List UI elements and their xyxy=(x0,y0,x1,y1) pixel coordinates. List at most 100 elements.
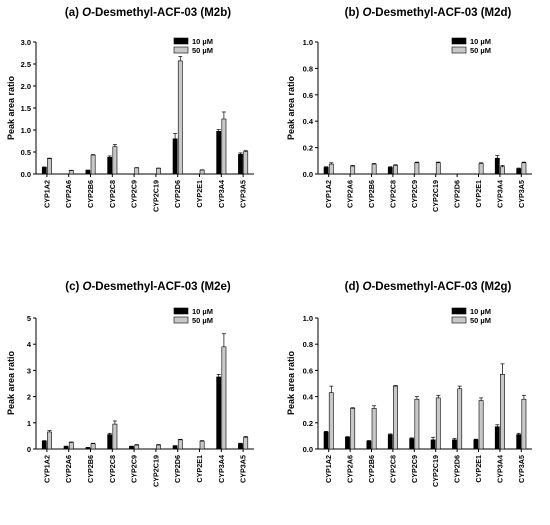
x-tick-label: CYP3A4 xyxy=(495,180,504,208)
x-tick-label: CYP2B6 xyxy=(367,180,376,208)
bar xyxy=(387,167,393,175)
bar xyxy=(107,156,113,175)
x-tick-label: CYP2C8 xyxy=(388,180,397,208)
panel-title-italic: O xyxy=(82,281,91,293)
bar xyxy=(85,170,91,175)
x-tick-label: CYP2C8 xyxy=(108,455,117,483)
x-tick-label: CYP1A2 xyxy=(324,180,333,208)
y-tick-label: 0.8 xyxy=(303,340,313,349)
bar xyxy=(371,408,377,450)
y-tick-label: 0.5 xyxy=(21,148,31,157)
x-tick-label: CYP2A6 xyxy=(64,455,73,483)
bar xyxy=(452,439,457,450)
legend-label: 10 µM xyxy=(192,307,213,316)
y-tick-label: 0.2 xyxy=(303,419,313,428)
bar xyxy=(199,169,205,175)
bar xyxy=(221,118,227,175)
bar xyxy=(134,167,140,175)
x-tick-label: CYP2C8 xyxy=(108,180,117,208)
x-tick-label: CYP3A4 xyxy=(217,180,226,208)
bar xyxy=(371,163,377,175)
panel-title-italic: O xyxy=(82,7,91,19)
bar xyxy=(238,153,243,175)
panel-title: (c) O-Desmethyl-ACF-03 (M2e) xyxy=(65,281,231,293)
bar xyxy=(323,167,329,175)
bar xyxy=(366,440,372,450)
y-tick-label: 0.4 xyxy=(303,393,314,402)
legend-label: 50 µM xyxy=(192,46,213,55)
bar xyxy=(47,158,52,175)
x-tick-label: CYP3A4 xyxy=(217,455,226,483)
x-tick-label: CYP2C19 xyxy=(151,180,160,212)
bar xyxy=(216,131,222,175)
bar xyxy=(156,167,161,175)
bar xyxy=(521,398,527,450)
panel-title: (d) O-Desmethyl-ACF-03 (M2g) xyxy=(345,281,512,293)
bar xyxy=(243,151,249,175)
bar xyxy=(177,60,183,175)
bar xyxy=(199,440,205,450)
y-tick-label: 2 xyxy=(27,393,31,402)
bar xyxy=(414,398,420,450)
bar xyxy=(172,445,178,450)
y-axis-label: Peak area ratio xyxy=(286,350,296,415)
bar xyxy=(500,374,505,450)
bar xyxy=(90,154,96,175)
bar xyxy=(85,447,91,450)
bar xyxy=(409,438,415,450)
y-tick-label: 2.5 xyxy=(21,60,31,69)
x-tick-label: CYP2C9 xyxy=(410,180,419,208)
x-tick-label: CYP2C9 xyxy=(130,180,139,208)
bar xyxy=(41,167,47,175)
x-tick-label: CYP2D6 xyxy=(173,455,182,483)
x-tick-label: CYP2C19 xyxy=(151,455,160,487)
bar xyxy=(328,163,334,175)
legend-swatch xyxy=(173,37,189,45)
panel-title-rest: -Desmethyl-ACF-03 (M2b) xyxy=(91,7,231,19)
chart-panel-0: (a) O-Desmethyl-ACF-03 (M2b) Peak area ra… xyxy=(6,7,254,212)
y-tick-label: 0.0 xyxy=(21,170,31,179)
x-tick-label: CYP2A6 xyxy=(346,180,355,208)
panel-title-rest: -Desmethyl-ACF-03 (M2g) xyxy=(371,281,511,293)
x-tick-label: CYP2E1 xyxy=(474,180,483,208)
panel-title-italic: O xyxy=(363,281,372,293)
panel-title: (a) O-Desmethyl-ACF-03 (M2b) xyxy=(65,7,231,19)
y-tick-label: 0 xyxy=(27,445,31,454)
bar xyxy=(414,162,420,175)
bar xyxy=(112,146,118,175)
legend-swatch xyxy=(451,46,467,54)
bar xyxy=(478,163,484,175)
y-tick-label: 0.6 xyxy=(303,91,313,100)
legend-swatch xyxy=(173,316,189,324)
bar xyxy=(494,426,500,450)
panel-title-italic: O xyxy=(363,7,372,19)
chart-panel-2: (c) O-Desmethyl-ACF-03 (M2e) Peak area ra… xyxy=(6,281,254,487)
bar xyxy=(41,440,47,450)
y-tick-label: 1.0 xyxy=(21,126,31,135)
legend-label: 10 µM xyxy=(192,37,213,46)
bar xyxy=(216,376,222,450)
y-axis-label: Peak area ratio xyxy=(286,75,296,140)
x-tick-label: CYP2D6 xyxy=(453,180,462,208)
x-tick-label: CYP2B6 xyxy=(86,455,95,483)
x-tick-label: CYP2C19 xyxy=(431,455,440,487)
bar xyxy=(243,436,249,450)
y-tick-label: 4 xyxy=(27,340,32,349)
x-tick-label: CYP2E1 xyxy=(474,455,483,483)
bar xyxy=(156,444,161,450)
bar xyxy=(221,346,227,450)
y-tick-label: 0.6 xyxy=(303,366,313,375)
y-tick-label: 1 xyxy=(27,419,31,428)
bar xyxy=(516,168,522,175)
x-tick-label: CYP1A2 xyxy=(324,455,333,483)
y-tick-label: 3 xyxy=(27,366,31,375)
y-tick-label: 2.0 xyxy=(21,82,31,91)
bar xyxy=(516,434,522,450)
x-tick-label: CYP2C9 xyxy=(410,455,419,483)
bar xyxy=(457,388,463,450)
panel-title-rest: -Desmethyl-ACF-03 (M2d) xyxy=(371,7,511,19)
bar xyxy=(328,392,334,450)
x-tick-label: CYP3A5 xyxy=(517,180,526,208)
legend-label: 10 µM xyxy=(470,307,491,316)
